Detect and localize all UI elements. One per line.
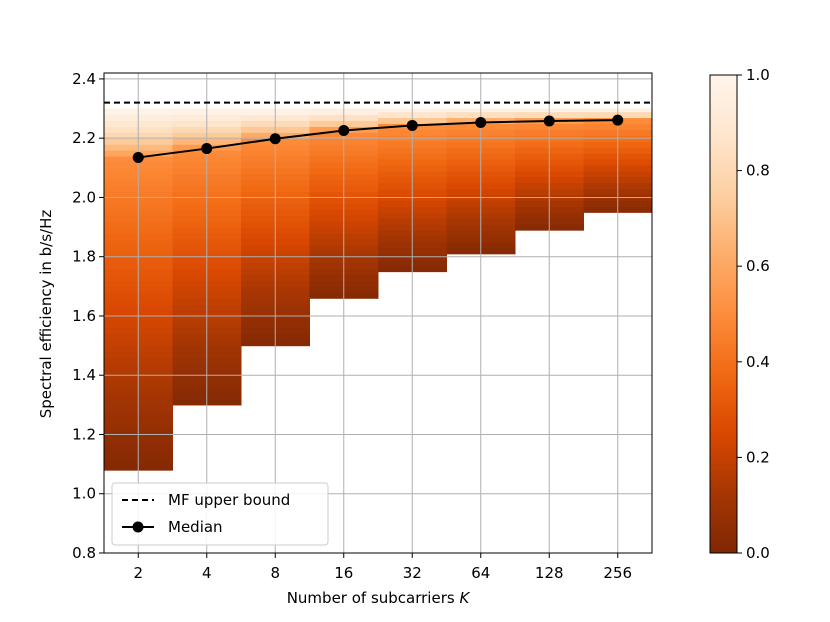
series-line-median [138, 119, 618, 159]
x-tick-label: 32 [403, 564, 422, 582]
y-tick-label: 2.4 [72, 70, 96, 88]
median-point [612, 114, 624, 126]
legend: MF upper bound Median [111, 482, 329, 546]
x-ticks: 2 4 8 16 32 64 128 256 [133, 553, 632, 582]
colorbar-tick-label: 0.2 [746, 448, 770, 466]
median-point [338, 124, 350, 136]
y-tick-label: 2.2 [72, 129, 96, 147]
legend-swatch-median-marker [132, 521, 144, 533]
plot-frame [103, 72, 653, 554]
colorbar-tick-label: 0.6 [746, 257, 770, 275]
colorbar-tick-label: 0.4 [746, 353, 770, 371]
median-point [132, 151, 144, 163]
y-tick-label: 1.6 [72, 307, 96, 325]
legend-label-median: Median [168, 518, 223, 536]
x-tick-label: 4 [202, 564, 212, 582]
colorbar-tick-label: 0.0 [746, 544, 770, 562]
colorbar: 0.0 0.2 0.4 0.6 0.8 1.0 [709, 66, 770, 562]
y-tick-label: 1.4 [72, 366, 96, 384]
median-point [406, 119, 418, 131]
y-tick-label: 2.0 [72, 188, 96, 206]
median-point [269, 133, 281, 145]
series-lines [104, 101, 652, 163]
median-point [543, 115, 555, 127]
y-tick-label: 1.2 [72, 425, 96, 443]
y-tick-label: 1.0 [72, 485, 96, 503]
y-tick-label: 0.8 [72, 544, 96, 562]
heatmap-cells [104, 108, 653, 471]
median-point [201, 143, 213, 155]
x-tick-label: 128 [535, 564, 564, 582]
colorbar-bar [709, 74, 738, 554]
x-tick-label: 2 [133, 564, 143, 582]
x-tick-label: 256 [603, 564, 632, 582]
x-tick-label: 64 [471, 564, 490, 582]
x-tick-label: 16 [334, 564, 353, 582]
x-tick-label: 8 [270, 564, 280, 582]
legend-label-mf-upper-bound: MF upper bound [168, 491, 290, 509]
legend-box [111, 482, 329, 546]
colorbar-tick-label: 1.0 [746, 66, 770, 84]
y-axis-label: Spectral efficiency in b/s/Hz [37, 210, 55, 419]
colorbar-tick-label: 0.8 [746, 162, 770, 180]
median-point [475, 116, 487, 128]
y-tick-label: 1.8 [72, 248, 96, 266]
x-axis-label: Number of subcarriers K [287, 589, 471, 607]
y-ticks: 0.8 1.0 1.2 1.4 1.6 1.8 2.0 2.2 2.4 [72, 70, 104, 562]
